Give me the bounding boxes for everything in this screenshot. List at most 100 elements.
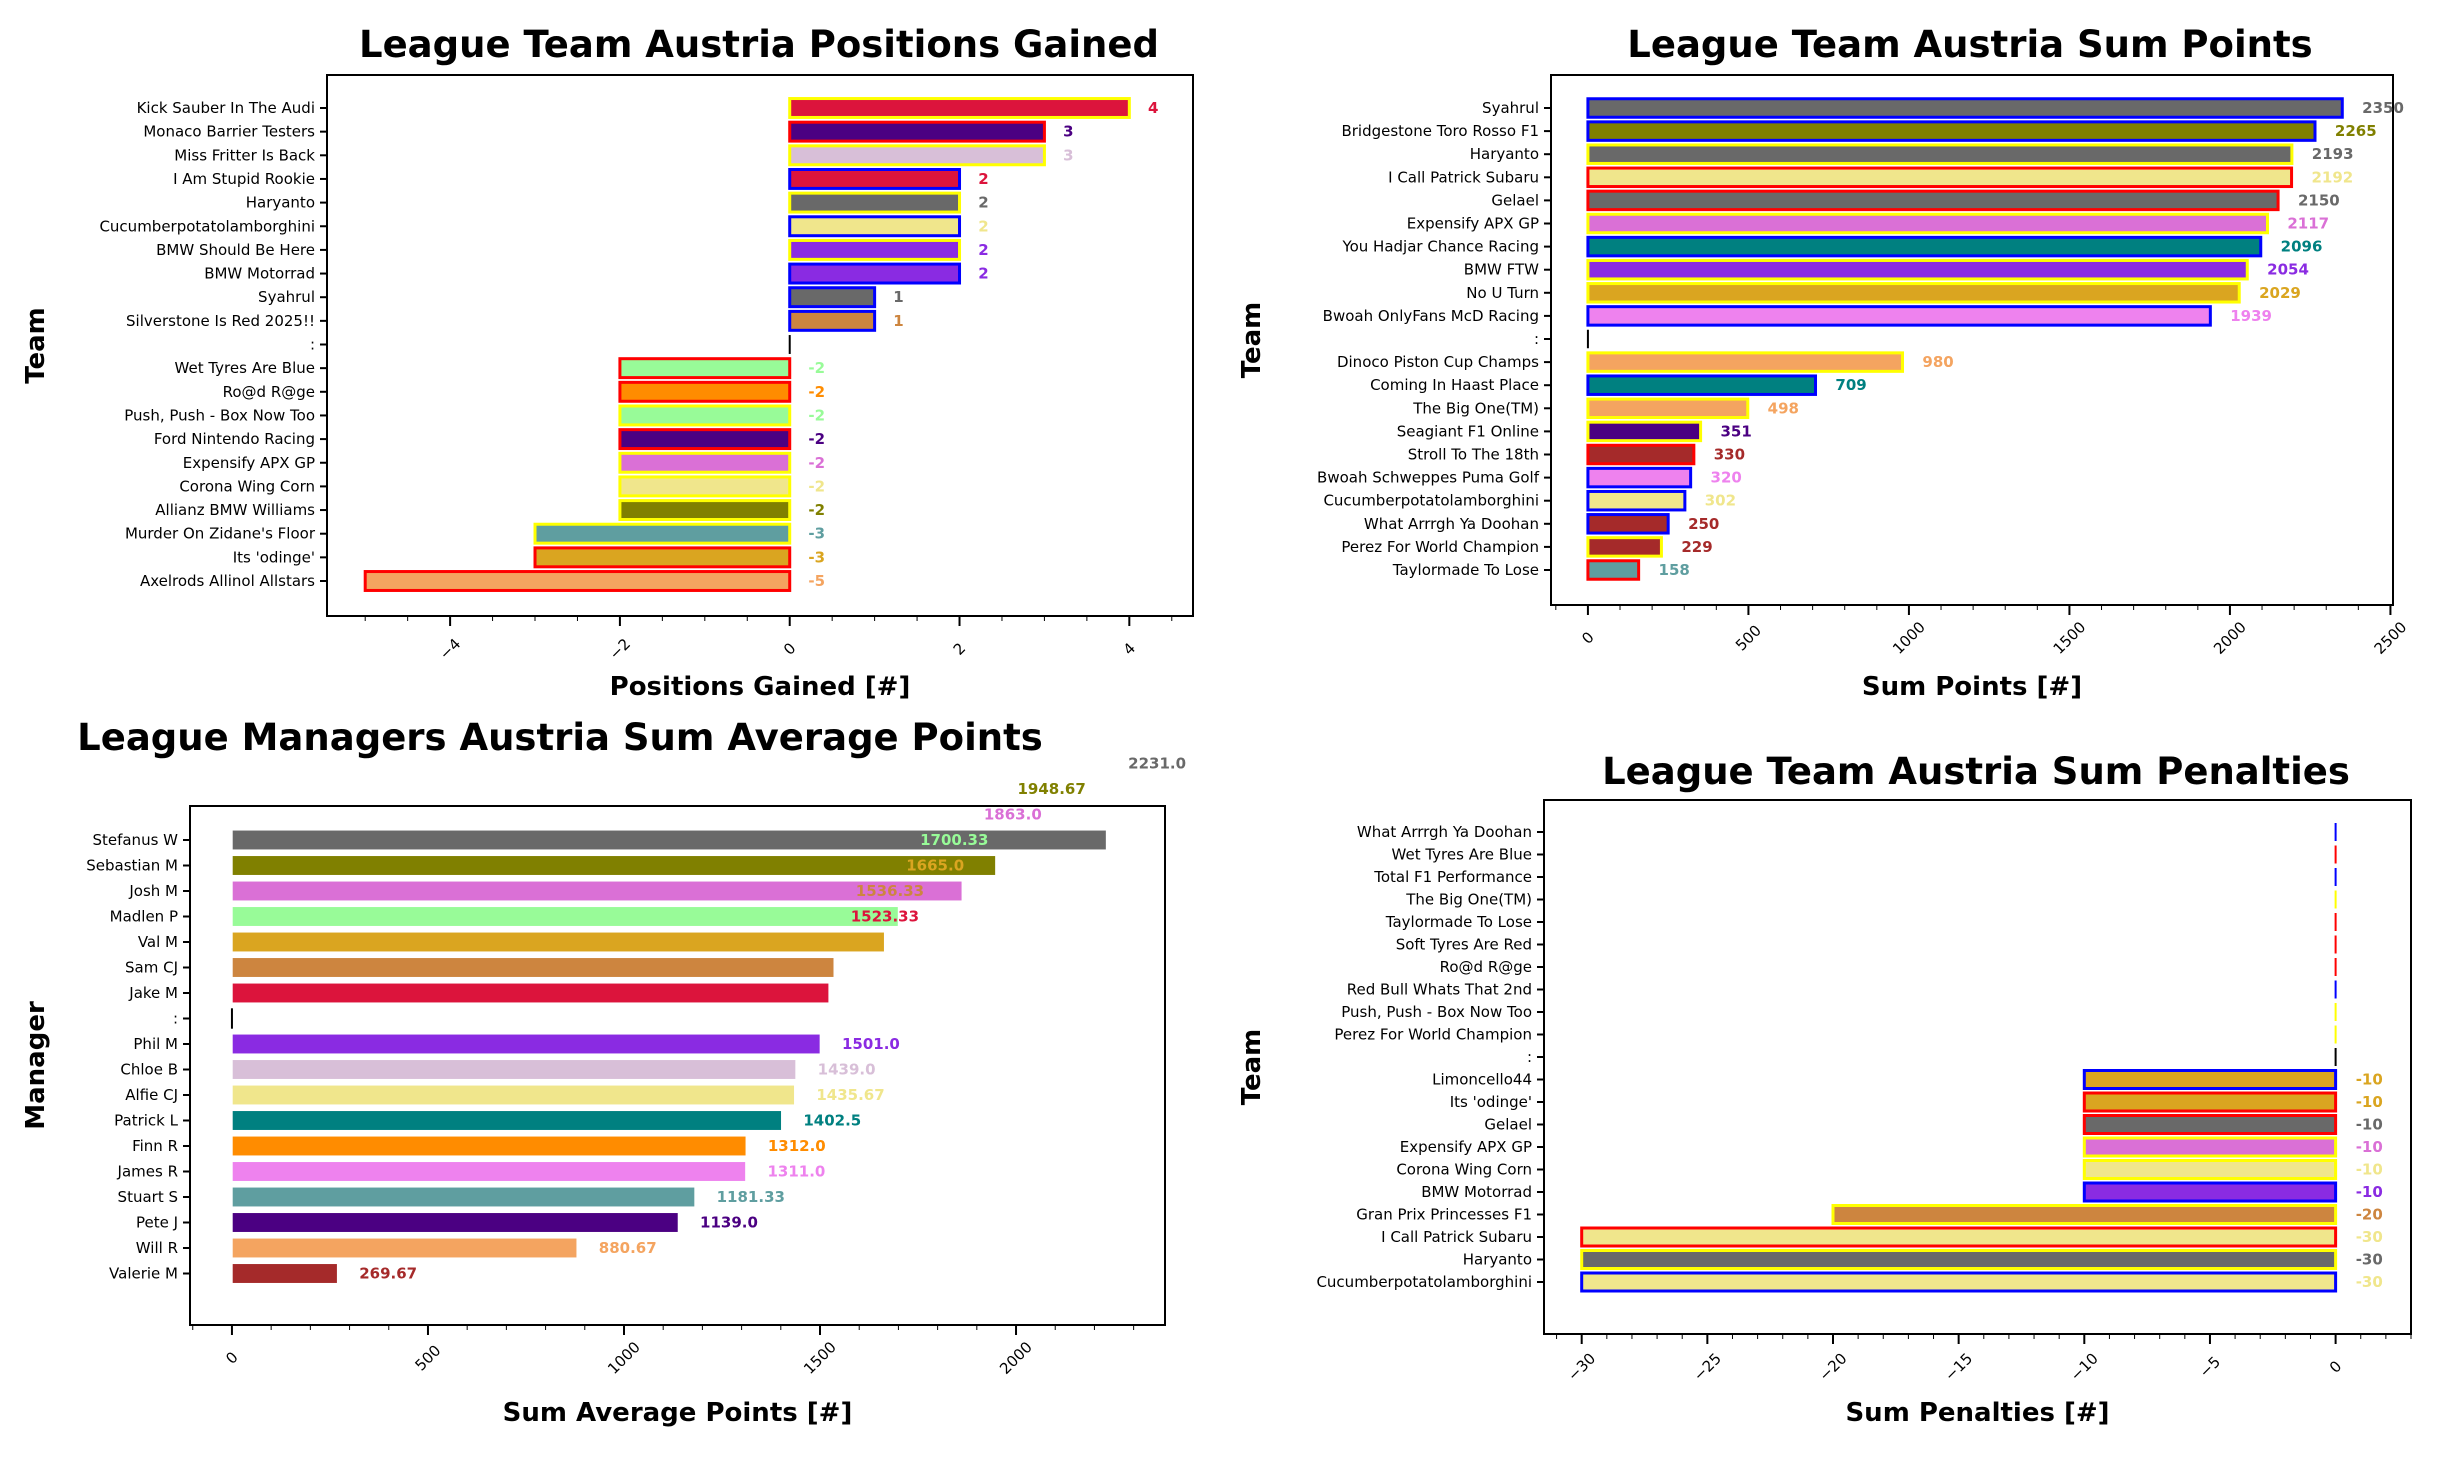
- bar: [1586, 489, 1687, 512]
- bar: [231, 1160, 747, 1183]
- chart-title: League Team Austria Positions Gained: [359, 23, 1159, 66]
- bar: [2082, 1159, 2338, 1180]
- y-tick-label: Its 'odinge': [1450, 1093, 1532, 1111]
- y-axis-label: Team: [21, 307, 51, 384]
- y-tick-label: Ford Nintendo Racing: [154, 430, 315, 448]
- value-label: 2350: [2362, 99, 2404, 117]
- y-tick-label: Patrick L: [114, 1112, 178, 1130]
- y-tick-label: Cucumberpotatolamborghini: [99, 217, 315, 235]
- y-tick-label: Chloe B: [120, 1061, 178, 1079]
- y-tick-label: Corona Wing Corn: [179, 477, 315, 495]
- value-label: 1: [893, 312, 903, 330]
- bar: [788, 120, 1046, 143]
- y-tick-label: Alfie CJ: [125, 1086, 178, 1104]
- value-label: 1536.33: [856, 882, 924, 900]
- y-tick-label: Silverstone Is Red 2025!!: [126, 312, 315, 330]
- value-label: 302: [1705, 492, 1736, 510]
- y-tick-label: Cucumberpotatolamborghini: [1316, 1273, 1532, 1291]
- bar: [231, 905, 900, 928]
- value-label: 1939: [2230, 307, 2272, 325]
- bar: [1586, 305, 2212, 327]
- value-label: 2: [978, 265, 988, 283]
- x-tick-label: −30: [1564, 1349, 1599, 1384]
- y-tick-label: BMW Motorrad: [204, 265, 315, 283]
- bar: [1586, 143, 2294, 165]
- value-label: -30: [2356, 1251, 2383, 1269]
- y-tick-label: Monaco Barrier Testers: [143, 123, 315, 141]
- x-tick-label: 1000: [604, 1338, 644, 1378]
- bar: [788, 144, 1046, 167]
- y-tick-label: Haryanto: [1463, 1251, 1532, 1269]
- y-tick-label: Miss Fritter Is Back: [174, 146, 315, 164]
- y-tick-label: Bwoah OnlyFans McD Racing: [1323, 307, 1539, 325]
- y-tick-label: Taylormade To Lose: [1392, 561, 1539, 579]
- value-label: -10: [2356, 1161, 2383, 1179]
- value-label: -10: [2356, 1116, 2383, 1134]
- bar: [231, 1262, 339, 1285]
- bar: [363, 570, 792, 592]
- bar: [231, 1058, 797, 1081]
- value-label: 229: [1681, 538, 1712, 556]
- bar: [618, 451, 792, 474]
- y-tick-label: James R: [117, 1163, 178, 1181]
- value-label: 2193: [2312, 145, 2354, 163]
- y-tick-label: Sam CJ: [125, 959, 178, 977]
- bar: [2082, 1114, 2338, 1135]
- y-tick-label: Murder On Zidane's Floor: [125, 525, 316, 543]
- bar: [618, 499, 792, 522]
- y-axis-label: Team: [1237, 1029, 1267, 1106]
- bar: [1586, 397, 1750, 420]
- y-tick-label: Expensify APX GP: [1400, 1138, 1532, 1156]
- y-tick-label: Gran Prix Princesses F1: [1356, 1206, 1532, 1224]
- bar: [618, 380, 792, 403]
- value-label: 158: [1659, 561, 1690, 579]
- y-tick-label: Expensify APX GP: [1407, 215, 1539, 233]
- value-label: 709: [1835, 376, 1866, 394]
- y-tick-label: Perez For World Champion: [1341, 538, 1539, 556]
- y-tick-label: Coming In Haast Place: [1370, 376, 1539, 394]
- bar: [2082, 1181, 2338, 1203]
- bar: [231, 1033, 822, 1055]
- y-tick-label: Wet Tyres Are Blue: [1392, 846, 1532, 864]
- value-label: 3: [1063, 123, 1073, 141]
- value-label: 980: [1922, 353, 1953, 371]
- value-label: -10: [2356, 1138, 2383, 1156]
- bar: [618, 357, 792, 380]
- value-label: 1402.5: [803, 1112, 861, 1130]
- bar: [1586, 282, 2241, 304]
- value-label: 1: [893, 288, 903, 306]
- bar: [1580, 1226, 2338, 1248]
- chart-1: League Team Austria Positions Gained Kick…: [21, 23, 1194, 702]
- chart-title: League Managers Austria Sum Average Poin…: [77, 716, 1043, 759]
- bar: [1580, 1271, 2338, 1293]
- y-tick-label: I Call Patrick Subaru: [1388, 168, 1539, 186]
- value-label: -10: [2356, 1093, 2383, 1111]
- bar: [788, 191, 962, 214]
- bar: [788, 309, 877, 332]
- value-label: -10: [2356, 1183, 2383, 1201]
- x-tick-label: 1500: [2050, 618, 2090, 658]
- y-tick-label: BMW Should Be Here: [156, 241, 315, 259]
- y-tick-label: Red Bull Whats That 2nd: [1347, 981, 1532, 999]
- x-axis-label: Sum Penalties [#]: [1845, 1398, 2109, 1428]
- value-label: -30: [2356, 1228, 2383, 1246]
- value-label: 1312.0: [768, 1137, 826, 1155]
- bar: [788, 238, 962, 261]
- value-label: 2029: [2259, 284, 2301, 302]
- y-tick-label: Syahrul: [1482, 99, 1539, 117]
- x-tick-label: 2: [950, 639, 969, 658]
- y-tick-label: Madlen P: [110, 908, 178, 926]
- x-axis-label: Sum Average Points [#]: [503, 1398, 853, 1428]
- y-tick-label: Stuart S: [118, 1188, 178, 1206]
- bar: [1586, 235, 2263, 258]
- x-tick-label: 500: [1732, 622, 1765, 655]
- y-tick-label: Josh M: [128, 882, 178, 900]
- value-label: 2054: [2267, 261, 2309, 279]
- bar: [1586, 258, 2249, 281]
- x-tick-label: −20: [1815, 1349, 1850, 1384]
- bar: [231, 1237, 578, 1259]
- x-tick-label: −5: [2196, 1353, 2224, 1381]
- bar: [231, 1135, 748, 1157]
- y-tick-label: Axelrods Allinol Allstars: [140, 572, 315, 590]
